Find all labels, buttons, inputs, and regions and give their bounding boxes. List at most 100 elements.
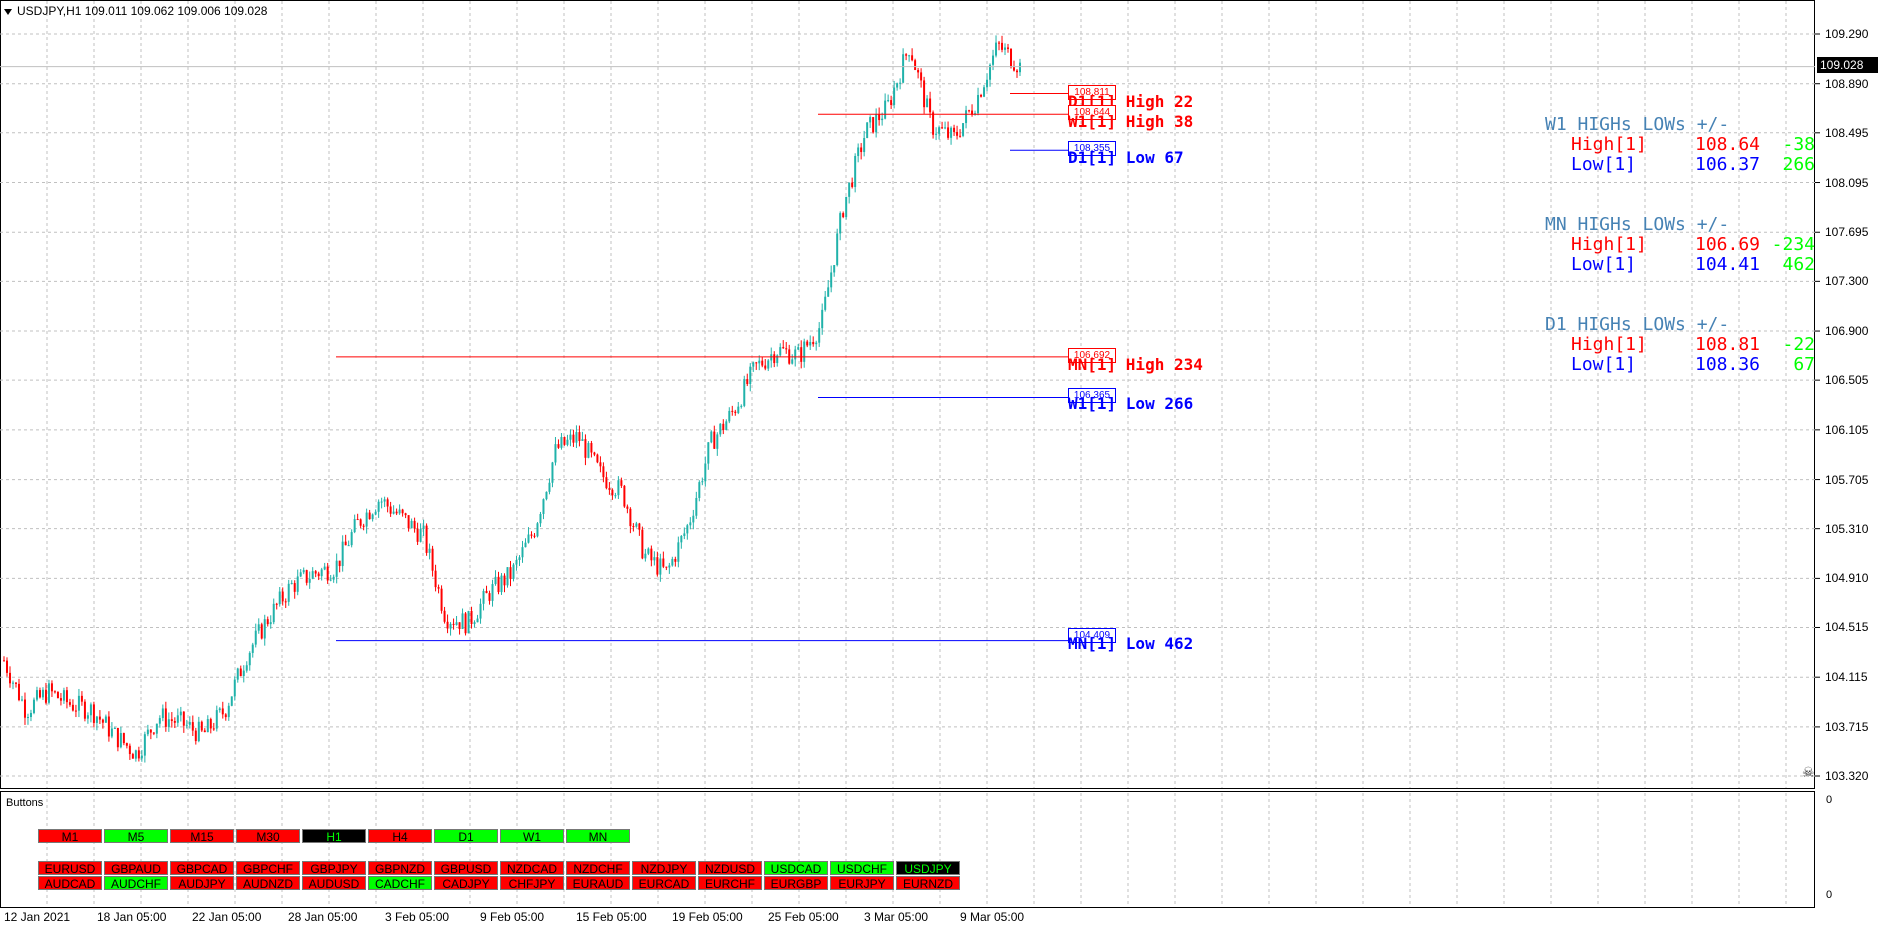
- candle-body: [242, 670, 245, 677]
- candle-body: [413, 520, 416, 529]
- pair-button[interactable]: CADCHF: [368, 876, 432, 891]
- candle-body: [410, 520, 413, 529]
- price-tick-label: 107.300: [1825, 274, 1869, 289]
- candle-body: [674, 558, 677, 562]
- pair-button[interactable]: GBPCHF: [236, 861, 300, 876]
- pair-button[interactable]: GBPNZD: [368, 861, 432, 876]
- price-tick-label: 103.715: [1825, 719, 1869, 734]
- candle-body: [74, 710, 77, 712]
- candle-body: [542, 499, 545, 514]
- pair-button[interactable]: CADJPY: [434, 876, 498, 891]
- candle-body: [662, 558, 665, 567]
- candle-body: [173, 720, 176, 723]
- pair-button[interactable]: EURUSD: [38, 861, 102, 876]
- candle-body: [131, 754, 134, 759]
- candle-body: [62, 690, 65, 701]
- indicator-axis-bottom: 0: [1826, 889, 1833, 901]
- timeframe-button[interactable]: MN: [566, 829, 630, 844]
- timeframe-button[interactable]: H1: [302, 829, 366, 844]
- dropdown-triangle-icon[interactable]: [4, 8, 12, 15]
- chart-frame: [0, 0, 1815, 789]
- candle-body: [977, 94, 980, 114]
- candle-body: [776, 355, 779, 364]
- candle-body: [575, 432, 578, 443]
- candle-body: [398, 509, 401, 514]
- candle-body: [434, 570, 437, 588]
- pair-button[interactable]: EURAUD: [566, 876, 630, 891]
- candle-body: [272, 603, 275, 623]
- candle-body: [209, 719, 212, 729]
- candle-body: [425, 525, 428, 553]
- pair-button[interactable]: EURGBP: [764, 876, 828, 891]
- candle-body: [668, 565, 671, 568]
- candle-body: [869, 117, 872, 123]
- candle-body: [446, 621, 449, 629]
- candle-body: [860, 147, 863, 153]
- candle-body: [80, 695, 83, 702]
- pair-button[interactable]: AUDUSD: [302, 876, 366, 891]
- candle-body: [677, 542, 680, 562]
- timeframe-button[interactable]: W1: [500, 829, 564, 844]
- pair-button[interactable]: GBPCAD: [170, 861, 234, 876]
- pair-button[interactable]: USDJPY: [896, 861, 960, 876]
- candle-body: [707, 442, 710, 464]
- candle-body: [698, 482, 701, 498]
- pair-button[interactable]: AUDCAD: [38, 876, 102, 891]
- pair-button[interactable]: USDCHF: [830, 861, 894, 876]
- candle-body: [494, 576, 497, 585]
- current-price-label: 109.028: [1817, 57, 1878, 73]
- price-tick-label: 106.505: [1825, 373, 1869, 388]
- candle-body: [314, 571, 317, 574]
- candle-body: [56, 691, 59, 699]
- candle-body: [521, 547, 524, 558]
- candle-body: [89, 704, 92, 716]
- candle-body: [83, 701, 86, 719]
- candle-body: [260, 624, 263, 639]
- level-price-box: 106.365: [1068, 388, 1116, 403]
- candle-body: [701, 481, 704, 483]
- candle-body: [767, 360, 770, 369]
- timeframe-button[interactable]: M30: [236, 829, 300, 844]
- candle-body: [482, 590, 485, 604]
- pair-button[interactable]: NZDUSD: [698, 861, 762, 876]
- candle-body: [1001, 42, 1004, 50]
- candle-body: [158, 718, 161, 724]
- candle-body: [176, 715, 179, 723]
- timeframe-button[interactable]: M15: [170, 829, 234, 844]
- candle-body: [995, 42, 998, 56]
- candle-body: [134, 750, 137, 759]
- candle-body: [917, 70, 920, 73]
- candle-body: [392, 511, 395, 514]
- pair-button[interactable]: AUDNZD: [236, 876, 300, 891]
- candle-body: [23, 699, 26, 718]
- pair-button[interactable]: NZDCHF: [566, 861, 630, 876]
- pair-button[interactable]: GBPUSD: [434, 861, 498, 876]
- candle-body: [644, 553, 647, 559]
- pair-button[interactable]: AUDCHF: [104, 876, 168, 891]
- timeframe-button[interactable]: M1: [38, 829, 102, 844]
- candle-body: [866, 122, 869, 138]
- pair-button[interactable]: EURJPY: [830, 876, 894, 891]
- pair-button[interactable]: GBPJPY: [302, 861, 366, 876]
- pair-button[interactable]: USDCAD: [764, 861, 828, 876]
- pair-button[interactable]: NZDJPY: [632, 861, 696, 876]
- pair-button[interactable]: NZDCAD: [500, 861, 564, 876]
- timeframe-button[interactable]: H4: [368, 829, 432, 844]
- candle-body: [848, 182, 851, 197]
- candle-body: [800, 347, 803, 362]
- pair-button[interactable]: EURCAD: [632, 876, 696, 891]
- pair-button[interactable]: GBPAUD: [104, 861, 168, 876]
- timeframe-button[interactable]: M5: [104, 829, 168, 844]
- candle-body: [17, 683, 20, 701]
- candle-body: [479, 603, 482, 619]
- pair-button[interactable]: CHFJPY: [500, 876, 564, 891]
- candle-body: [683, 533, 686, 536]
- candle-body: [509, 567, 512, 579]
- pair-button[interactable]: EURNZD: [896, 876, 960, 891]
- pair-button[interactable]: AUDJPY: [170, 876, 234, 891]
- pair-button[interactable]: EURCHF: [698, 876, 762, 891]
- timeframe-button[interactable]: D1: [434, 829, 498, 844]
- candle-body: [215, 710, 218, 729]
- skull-icon: ☠: [1802, 764, 1815, 780]
- candle-body: [908, 55, 911, 57]
